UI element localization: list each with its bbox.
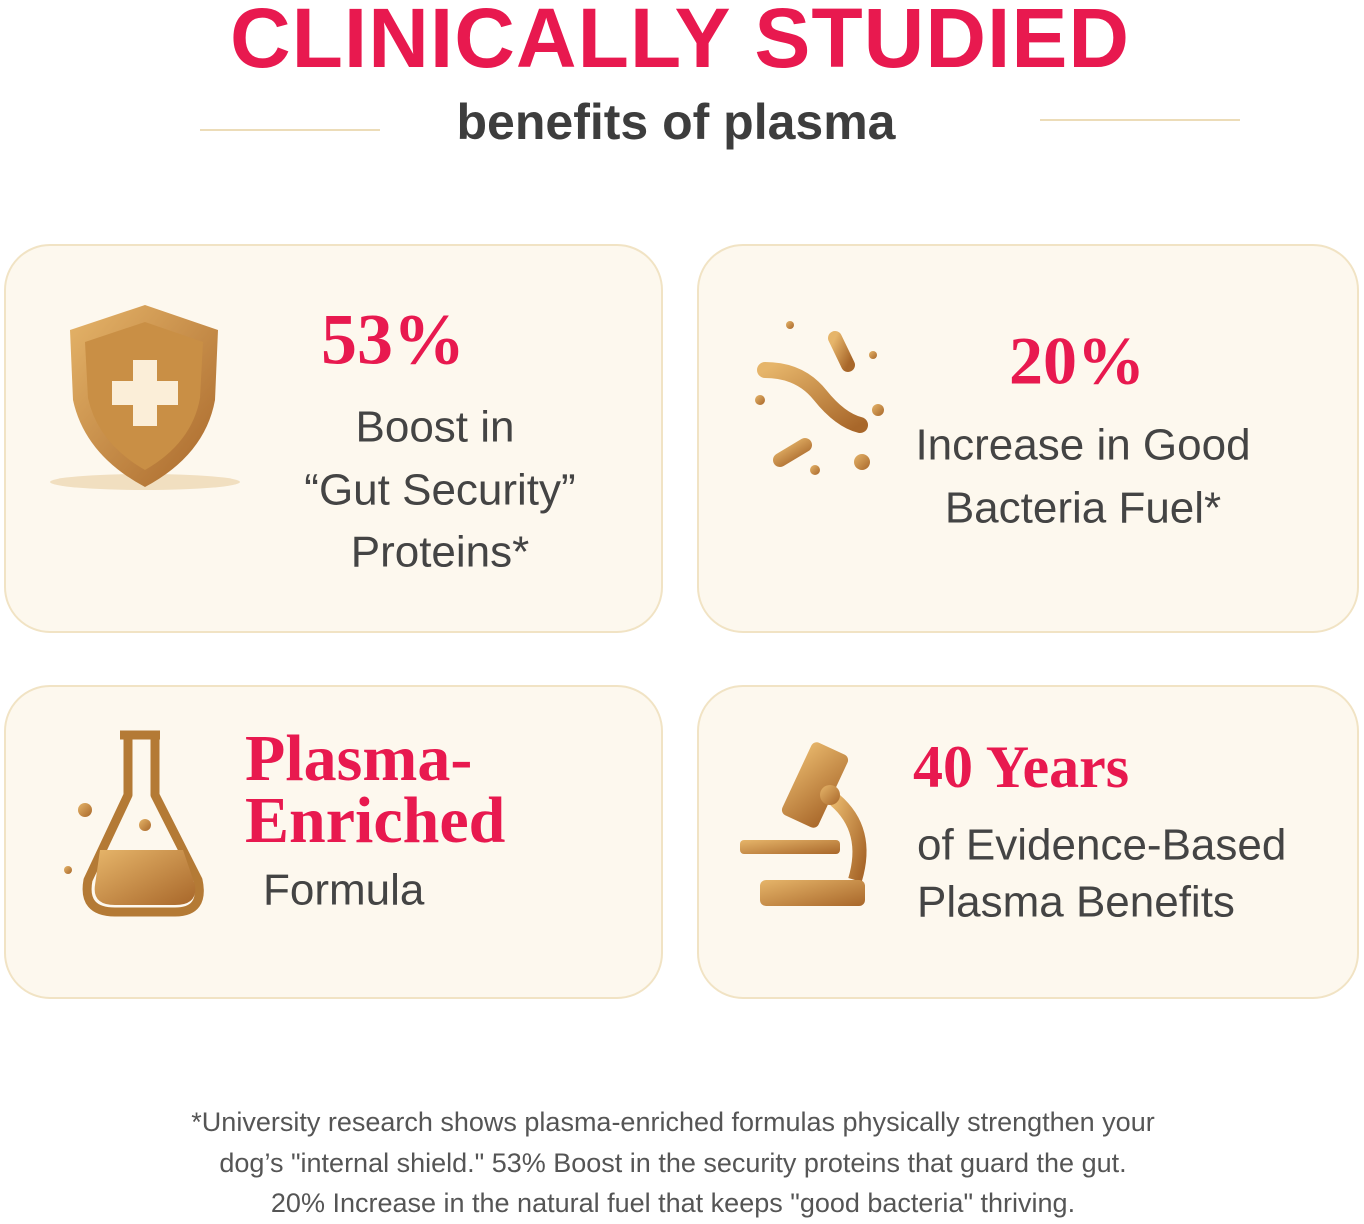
shield-icon <box>50 305 240 490</box>
card <box>697 244 1359 633</box>
card-text: Boost in <box>356 403 515 452</box>
footnote: dog’s "internal shield." 53% Boost in th… <box>219 1148 1126 1178</box>
stat: 53% <box>321 300 465 380</box>
title: CLINICALLY STUDIED <box>230 0 1130 85</box>
card-text: Proteins* <box>351 528 530 577</box>
microscope-icon <box>740 742 867 906</box>
headline: Plasma- <box>245 722 472 795</box>
card-text: Formula <box>263 866 425 915</box>
card-text: of Evidence-Based <box>917 821 1286 870</box>
footnote: *University research shows plasma-enrich… <box>191 1107 1154 1137</box>
footnote: 20% Increase in the natural fuel that ke… <box>271 1188 1075 1218</box>
card-text: Plasma Benefits <box>917 878 1235 927</box>
card-text: Bacteria Fuel* <box>945 484 1221 533</box>
headline: 40 Years <box>913 734 1129 800</box>
subtitle: benefits of plasma <box>457 94 897 150</box>
card-text: “Gut Security” <box>304 466 575 515</box>
card-text: Increase in Good <box>915 421 1250 470</box>
stat: 20% <box>1009 323 1145 399</box>
bacteria-icon <box>755 321 884 475</box>
flask-icon <box>64 730 204 917</box>
headline: Enriched <box>245 784 505 857</box>
card <box>4 685 663 999</box>
card <box>697 685 1359 999</box>
